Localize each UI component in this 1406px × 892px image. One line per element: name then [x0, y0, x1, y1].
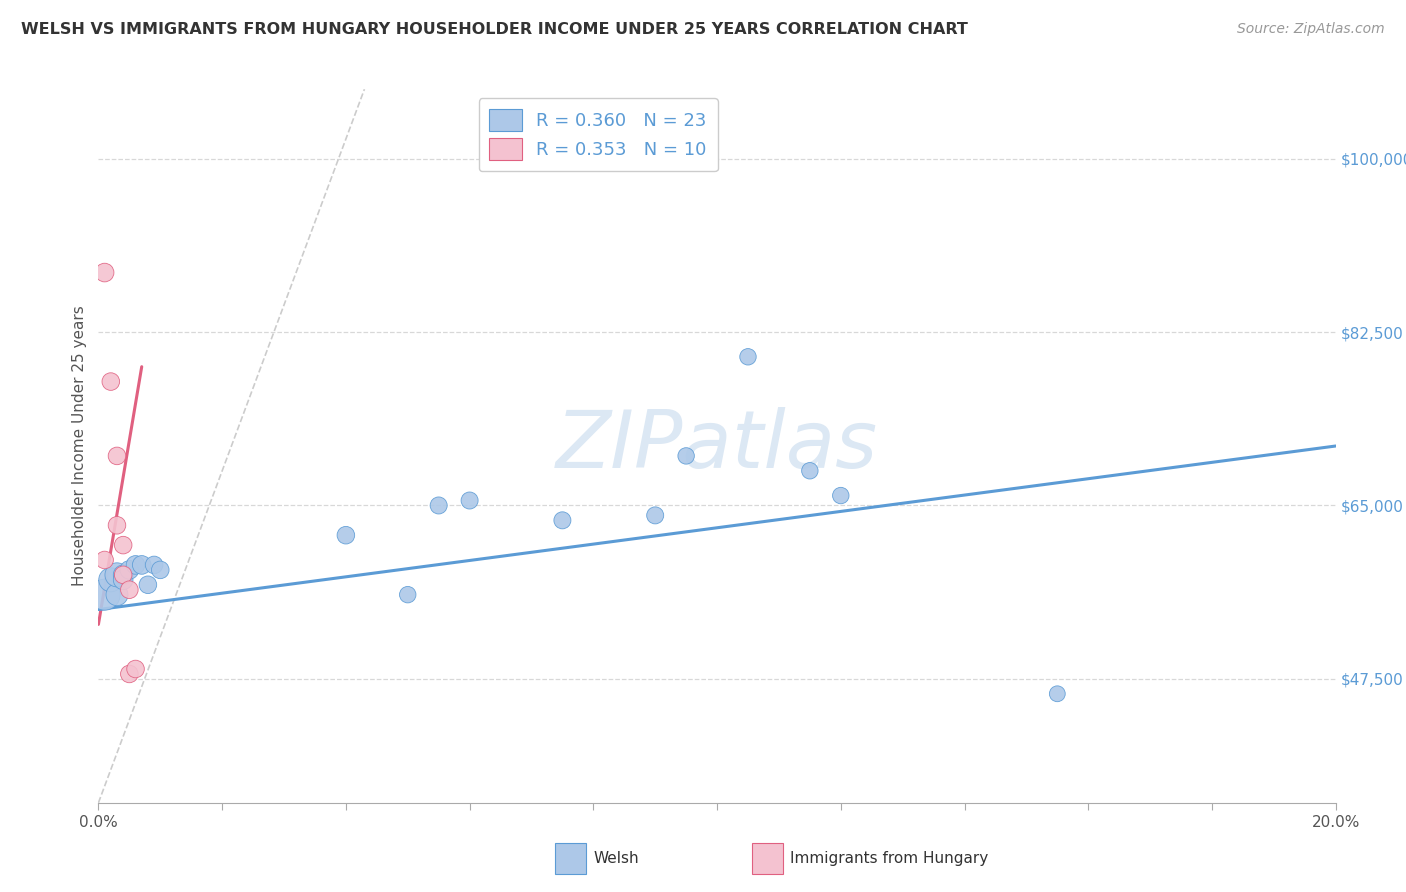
Point — [675, 449, 697, 463]
Point — [644, 508, 666, 523]
Point — [93, 266, 115, 280]
Point — [100, 573, 122, 587]
Point — [112, 567, 135, 582]
Text: Source: ZipAtlas.com: Source: ZipAtlas.com — [1237, 22, 1385, 37]
Text: WELSH VS IMMIGRANTS FROM HUNGARY HOUSEHOLDER INCOME UNDER 25 YEARS CORRELATION C: WELSH VS IMMIGRANTS FROM HUNGARY HOUSEHO… — [21, 22, 967, 37]
Point — [118, 563, 141, 577]
Y-axis label: Householder Income Under 25 years: Householder Income Under 25 years — [72, 306, 87, 586]
Point — [799, 464, 821, 478]
Point — [105, 449, 128, 463]
Legend: R = 0.360   N = 23, R = 0.353   N = 10: R = 0.360 N = 23, R = 0.353 N = 10 — [478, 98, 717, 171]
Point — [396, 588, 419, 602]
Text: Immigrants from Hungary: Immigrants from Hungary — [790, 852, 988, 866]
Point — [112, 573, 135, 587]
Point — [737, 350, 759, 364]
Point — [124, 662, 146, 676]
Point — [427, 499, 450, 513]
Point — [100, 375, 122, 389]
Point — [143, 558, 166, 572]
Point — [112, 538, 135, 552]
Point — [93, 588, 115, 602]
Point — [93, 553, 115, 567]
Point — [118, 667, 141, 681]
Point — [149, 563, 172, 577]
Point — [105, 567, 128, 582]
Text: Welsh: Welsh — [593, 852, 638, 866]
Point — [830, 489, 852, 503]
Point — [335, 528, 357, 542]
Point — [124, 558, 146, 572]
Point — [131, 558, 153, 572]
Point — [136, 578, 159, 592]
Point — [112, 567, 135, 582]
Point — [105, 588, 128, 602]
Point — [551, 513, 574, 527]
Point — [105, 518, 128, 533]
Text: ZIPatlas: ZIPatlas — [555, 407, 879, 485]
Point — [1046, 687, 1069, 701]
Point — [458, 493, 481, 508]
Point — [118, 582, 141, 597]
